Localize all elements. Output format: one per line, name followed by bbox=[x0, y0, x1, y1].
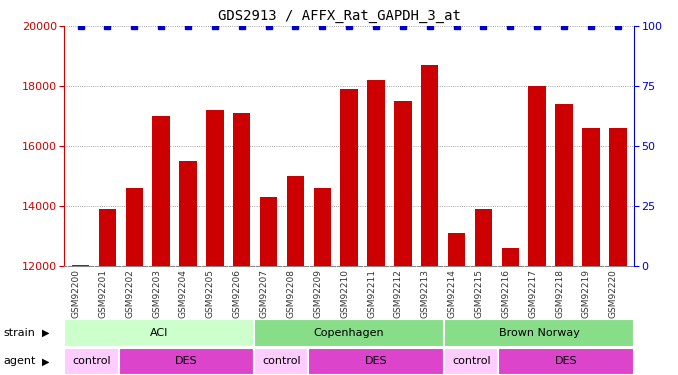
Text: GSM92207: GSM92207 bbox=[260, 269, 268, 318]
Bar bbox=[233, 113, 250, 375]
Text: GSM92209: GSM92209 bbox=[313, 269, 322, 318]
Text: GSM92210: GSM92210 bbox=[340, 269, 349, 318]
Bar bbox=[260, 197, 277, 375]
Text: GSM92206: GSM92206 bbox=[233, 269, 242, 318]
Text: GSM92218: GSM92218 bbox=[555, 269, 564, 318]
Bar bbox=[609, 128, 626, 375]
Text: GSM92212: GSM92212 bbox=[394, 269, 403, 318]
Bar bbox=[340, 89, 358, 375]
Text: GSM92219: GSM92219 bbox=[582, 269, 591, 318]
Bar bbox=[582, 128, 599, 375]
Text: control: control bbox=[262, 357, 300, 366]
Bar bbox=[153, 116, 170, 375]
Text: GSM92202: GSM92202 bbox=[125, 269, 134, 318]
Bar bbox=[528, 86, 546, 375]
Bar bbox=[287, 176, 304, 375]
Text: GSM92214: GSM92214 bbox=[447, 269, 456, 318]
Text: Copenhagen: Copenhagen bbox=[314, 328, 384, 338]
Bar bbox=[502, 248, 519, 375]
Bar bbox=[99, 209, 116, 375]
Text: GSM92216: GSM92216 bbox=[501, 269, 511, 318]
Bar bbox=[555, 104, 573, 375]
Text: GSM92211: GSM92211 bbox=[367, 269, 376, 318]
Bar bbox=[498, 348, 634, 375]
Text: strain: strain bbox=[3, 328, 35, 338]
Text: ACI: ACI bbox=[150, 328, 169, 338]
Text: control: control bbox=[73, 357, 111, 366]
Text: GSM92213: GSM92213 bbox=[421, 269, 430, 318]
Text: GSM92203: GSM92203 bbox=[152, 269, 161, 318]
Bar bbox=[254, 319, 444, 347]
Bar bbox=[444, 319, 634, 347]
Bar bbox=[448, 233, 465, 375]
Bar bbox=[421, 65, 439, 375]
Text: GSM92205: GSM92205 bbox=[206, 269, 215, 318]
Text: GDS2913 / AFFX_Rat_GAPDH_3_at: GDS2913 / AFFX_Rat_GAPDH_3_at bbox=[218, 9, 460, 23]
Text: Brown Norway: Brown Norway bbox=[498, 328, 580, 338]
Text: GSM92215: GSM92215 bbox=[475, 269, 483, 318]
Text: DES: DES bbox=[175, 357, 198, 366]
Bar bbox=[119, 348, 254, 375]
Bar bbox=[367, 80, 385, 375]
Bar bbox=[308, 348, 444, 375]
Bar bbox=[179, 161, 197, 375]
Text: DES: DES bbox=[365, 357, 388, 366]
Text: GSM92208: GSM92208 bbox=[286, 269, 296, 318]
Bar bbox=[394, 101, 412, 375]
Bar bbox=[314, 188, 331, 375]
Text: GSM92220: GSM92220 bbox=[609, 269, 618, 318]
Bar bbox=[125, 188, 143, 375]
Text: DES: DES bbox=[555, 357, 578, 366]
Text: ▶: ▶ bbox=[42, 357, 49, 366]
Bar bbox=[72, 265, 89, 375]
Bar bbox=[254, 348, 308, 375]
Text: GSM92204: GSM92204 bbox=[179, 269, 188, 318]
Text: GSM92217: GSM92217 bbox=[528, 269, 537, 318]
Text: agent: agent bbox=[3, 357, 36, 366]
Bar bbox=[206, 110, 224, 375]
Bar bbox=[444, 348, 498, 375]
Bar bbox=[475, 209, 492, 375]
Bar bbox=[64, 319, 254, 347]
Text: ▶: ▶ bbox=[42, 328, 49, 338]
Bar bbox=[64, 348, 119, 375]
Text: GSM92201: GSM92201 bbox=[98, 269, 107, 318]
Text: control: control bbox=[452, 357, 490, 366]
Text: GSM92200: GSM92200 bbox=[71, 269, 81, 318]
